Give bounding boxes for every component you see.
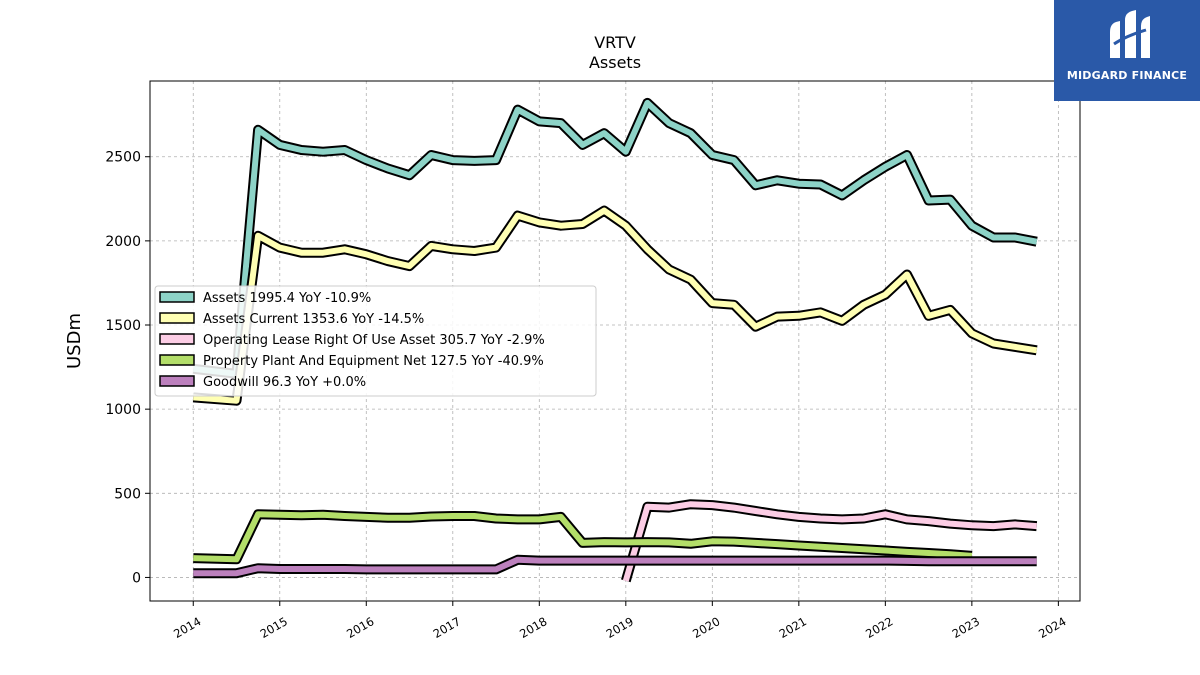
y-axis-ticks: 0 500 1000 1500 2000 2500	[105, 150, 150, 586]
logo-mark-icon	[1110, 10, 1150, 58]
series-line-property-plant-and-equipment-net	[193, 511, 973, 563]
series-line-operating-lease-right-of-use-asset	[622, 501, 1037, 582]
x-tick-label: 2014	[171, 614, 203, 641]
chart-subtitle: Assets	[589, 53, 641, 72]
x-tick-label: 2023	[950, 614, 982, 641]
y-tick-label: 0	[132, 570, 141, 586]
x-tick-label: 2019	[604, 614, 636, 641]
x-tick-label: 2017	[431, 614, 463, 641]
x-axis-ticks: 2014 2015 2016 2017 2018 2019 2020 2021 2022 2023…	[171, 601, 1069, 641]
y-axis-label: USDm	[64, 313, 85, 369]
y-tick-label: 1000	[105, 402, 141, 418]
legend-entry: Goodwill 96.3 YoY +0.0%	[203, 375, 366, 390]
legend-entry: Assets 1995.4 YoY -10.9%	[203, 291, 371, 306]
legend-swatch	[159, 291, 195, 303]
legend-entry: Operating Lease Right Of Use Asset 305.7…	[203, 333, 545, 348]
series-line-assets-current	[193, 207, 1038, 404]
legend-swatch	[159, 333, 195, 345]
chart-title: VRTV	[594, 33, 636, 52]
plot-frame	[149, 80, 1081, 602]
x-tick-label: 2022	[863, 614, 895, 641]
x-tick-label: 2016	[344, 614, 376, 641]
series-lines	[192, 97, 1038, 583]
series-line-goodwill	[193, 556, 1037, 577]
legend: Assets 1995.4 YoY -10.9% Assets Current 1…	[154, 285, 597, 397]
legend-swatch	[159, 312, 195, 324]
x-tick-label: 2021	[777, 614, 809, 641]
legend-box	[154, 285, 597, 397]
series-line-assets	[192, 99, 1038, 377]
legend-swatch	[159, 354, 195, 366]
midgard-finance-logo: MIDGARD FINANCE	[1054, 0, 1200, 101]
y-tick-label: 2500	[105, 150, 141, 166]
grid-lines	[150, 81, 1080, 601]
legend-entry: Property Plant And Equipment Net 127.5 Y…	[203, 354, 544, 369]
y-tick-label: 500	[114, 486, 141, 502]
y-tick-label: 1500	[105, 318, 141, 334]
x-tick-label: 2015	[258, 614, 290, 641]
x-tick-label: 2018	[517, 614, 549, 641]
x-tick-label: 2020	[690, 614, 722, 641]
logo-text: MIDGARD FINANCE	[1066, 69, 1188, 82]
y-tick-label: 2000	[105, 234, 141, 250]
legend-swatch	[159, 375, 195, 387]
x-tick-label: 2024	[1036, 614, 1068, 641]
legend-entry: Assets Current 1353.6 YoY -14.5%	[203, 312, 424, 327]
